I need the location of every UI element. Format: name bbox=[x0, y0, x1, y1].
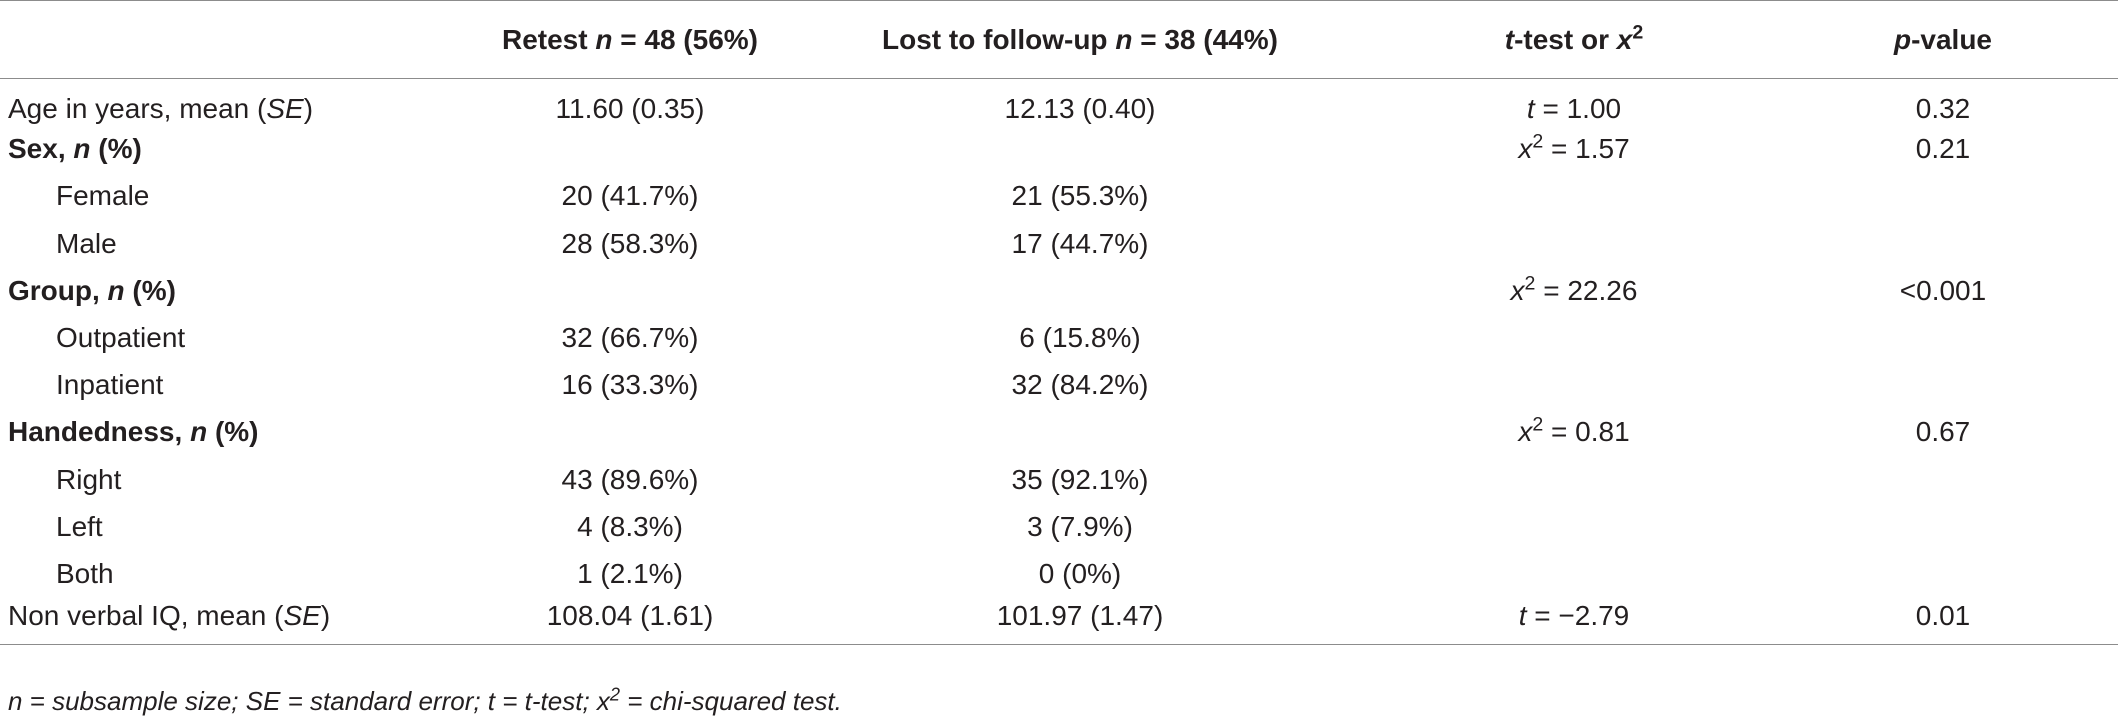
test-stat-cell bbox=[1380, 456, 1768, 503]
lost-cell bbox=[780, 409, 1380, 456]
lost-cell bbox=[780, 126, 1380, 173]
p-value-cell bbox=[1768, 503, 2118, 550]
p-value-cell bbox=[1768, 173, 2118, 220]
retest-cell: 4 (8.3%) bbox=[577, 510, 683, 542]
lost-cell: 101.97 (1.47) bbox=[780, 597, 1380, 646]
test-stat-cell: t = −2.79 bbox=[1380, 597, 1768, 646]
table-row: Right 43 (89.6%) 35 (92.1%) bbox=[0, 456, 2118, 503]
test-stat-cell: t = 1.00 bbox=[1526, 93, 1622, 125]
table-row: Both 1 (2.1%) 0 (0%) bbox=[0, 550, 2118, 597]
header-lost-to-follow-up: Lost to follow-up n = 38 (44%) bbox=[780, 0, 1380, 79]
retest-cell: 43 (89.6%) bbox=[561, 463, 699, 495]
row-label: Sex, n (%) bbox=[8, 133, 142, 165]
demographics-table: Retest n = 48 (56%) Lost to follow-up n … bbox=[0, 0, 2118, 646]
table-row: Female 20 (41.7%) 21 (55.3%) bbox=[0, 173, 2118, 220]
retest-cell bbox=[480, 409, 780, 456]
lost-cell: 6 (15.8%) bbox=[1019, 322, 1141, 354]
p-value-cell: 0.67 bbox=[1915, 416, 1971, 448]
retest-cell: 20 (41.7%) bbox=[561, 180, 699, 212]
table-row: Male 28 (58.3%) 17 (44.7%) bbox=[0, 220, 2118, 267]
table-row: Non verbal IQ, mean (SE) 108.04 (1.61) 101… bbox=[0, 597, 2118, 646]
retest-cell: 1 (2.1%) bbox=[577, 557, 683, 589]
table-row: Inpatient 16 (33.3%) 32 (84.2%) bbox=[0, 362, 2118, 409]
p-value-cell bbox=[1768, 362, 2118, 409]
test-stat-cell bbox=[1380, 362, 1768, 409]
header-p-value: p-value bbox=[1768, 0, 2118, 79]
retest-cell: 11.60 (0.35) bbox=[555, 93, 705, 125]
lost-cell: 32 (84.2%) bbox=[1011, 369, 1149, 401]
p-value-cell bbox=[1768, 314, 2118, 361]
table-row: Left 4 (8.3%) 3 (7.9%) bbox=[0, 503, 2118, 550]
header-test: t-test or x2 bbox=[1380, 0, 1768, 79]
row-label: Both bbox=[56, 557, 114, 589]
row-label: Female bbox=[56, 180, 150, 212]
p-value-cell: 0.01 bbox=[1768, 597, 2118, 646]
table-row: Handedness, n (%) x2 = 0.81 0.67 bbox=[0, 409, 2118, 456]
row-label: Inpatient bbox=[56, 369, 164, 401]
row-label: Right bbox=[56, 463, 122, 495]
row-label: Non verbal IQ, mean (SE) bbox=[0, 597, 480, 646]
lost-cell: 3 (7.9%) bbox=[1027, 510, 1133, 542]
p-value-cell: 0.21 bbox=[1915, 133, 1971, 165]
header-row: Retest n = 48 (56%) Lost to follow-up n … bbox=[0, 0, 2118, 79]
lost-cell: 35 (92.1%) bbox=[1011, 463, 1149, 495]
header-retest: Retest n = 48 (56%) bbox=[480, 0, 780, 79]
row-label: Left bbox=[56, 510, 103, 542]
retest-cell: 16 (33.3%) bbox=[561, 369, 699, 401]
table-row: Sex, n (%) x2 = 1.57 0.21 bbox=[0, 126, 2118, 173]
p-value-cell bbox=[1768, 456, 2118, 503]
test-stat-cell bbox=[1380, 173, 1768, 220]
p-value-cell bbox=[1768, 220, 2118, 267]
lost-cell bbox=[780, 267, 1380, 314]
p-value-cell: <0.001 bbox=[1899, 274, 1987, 306]
retest-cell: 28 (58.3%) bbox=[561, 227, 699, 259]
table-row: Group, n (%) x2 = 22.26 <0.001 bbox=[0, 267, 2118, 314]
test-stat-cell: x2 = 22.26 bbox=[1510, 272, 1638, 306]
table-row: Outpatient 32 (66.7%) 6 (15.8%) bbox=[0, 314, 2118, 361]
table-row: Age in years, mean (SE) 11.60 (0.35) 12.13… bbox=[0, 79, 2118, 126]
lost-cell: 12.13 (0.40) bbox=[1004, 93, 1156, 125]
lost-cell: 21 (55.3%) bbox=[1011, 180, 1149, 212]
lost-cell: 17 (44.7%) bbox=[1011, 227, 1149, 259]
retest-cell: 108.04 (1.61) bbox=[480, 597, 780, 646]
lost-cell: 0 (0%) bbox=[1038, 557, 1122, 589]
row-label: Age in years, mean (SE) bbox=[8, 93, 314, 125]
retest-cell bbox=[480, 267, 780, 314]
test-stat-cell: x2 = 1.57 bbox=[1518, 130, 1630, 165]
test-stat-cell bbox=[1380, 220, 1768, 267]
retest-cell: 32 (66.7%) bbox=[561, 322, 699, 354]
table-footnote: n = subsample size; SE = standard error;… bbox=[8, 684, 842, 716]
row-label: Outpatient bbox=[56, 322, 186, 354]
test-stat-cell bbox=[1380, 503, 1768, 550]
test-stat-cell bbox=[1380, 314, 1768, 361]
row-label: Male bbox=[56, 227, 117, 259]
test-stat-cell: x2 = 0.81 bbox=[1518, 414, 1630, 448]
p-value-cell bbox=[1768, 550, 2118, 597]
test-stat-cell bbox=[1380, 550, 1768, 597]
header-empty bbox=[0, 0, 480, 79]
retest-cell bbox=[480, 126, 780, 173]
row-label: Handedness, n (%) bbox=[8, 416, 259, 448]
p-value-cell: 0.32 bbox=[1915, 93, 1971, 125]
row-label: Group, n (%) bbox=[8, 274, 176, 306]
